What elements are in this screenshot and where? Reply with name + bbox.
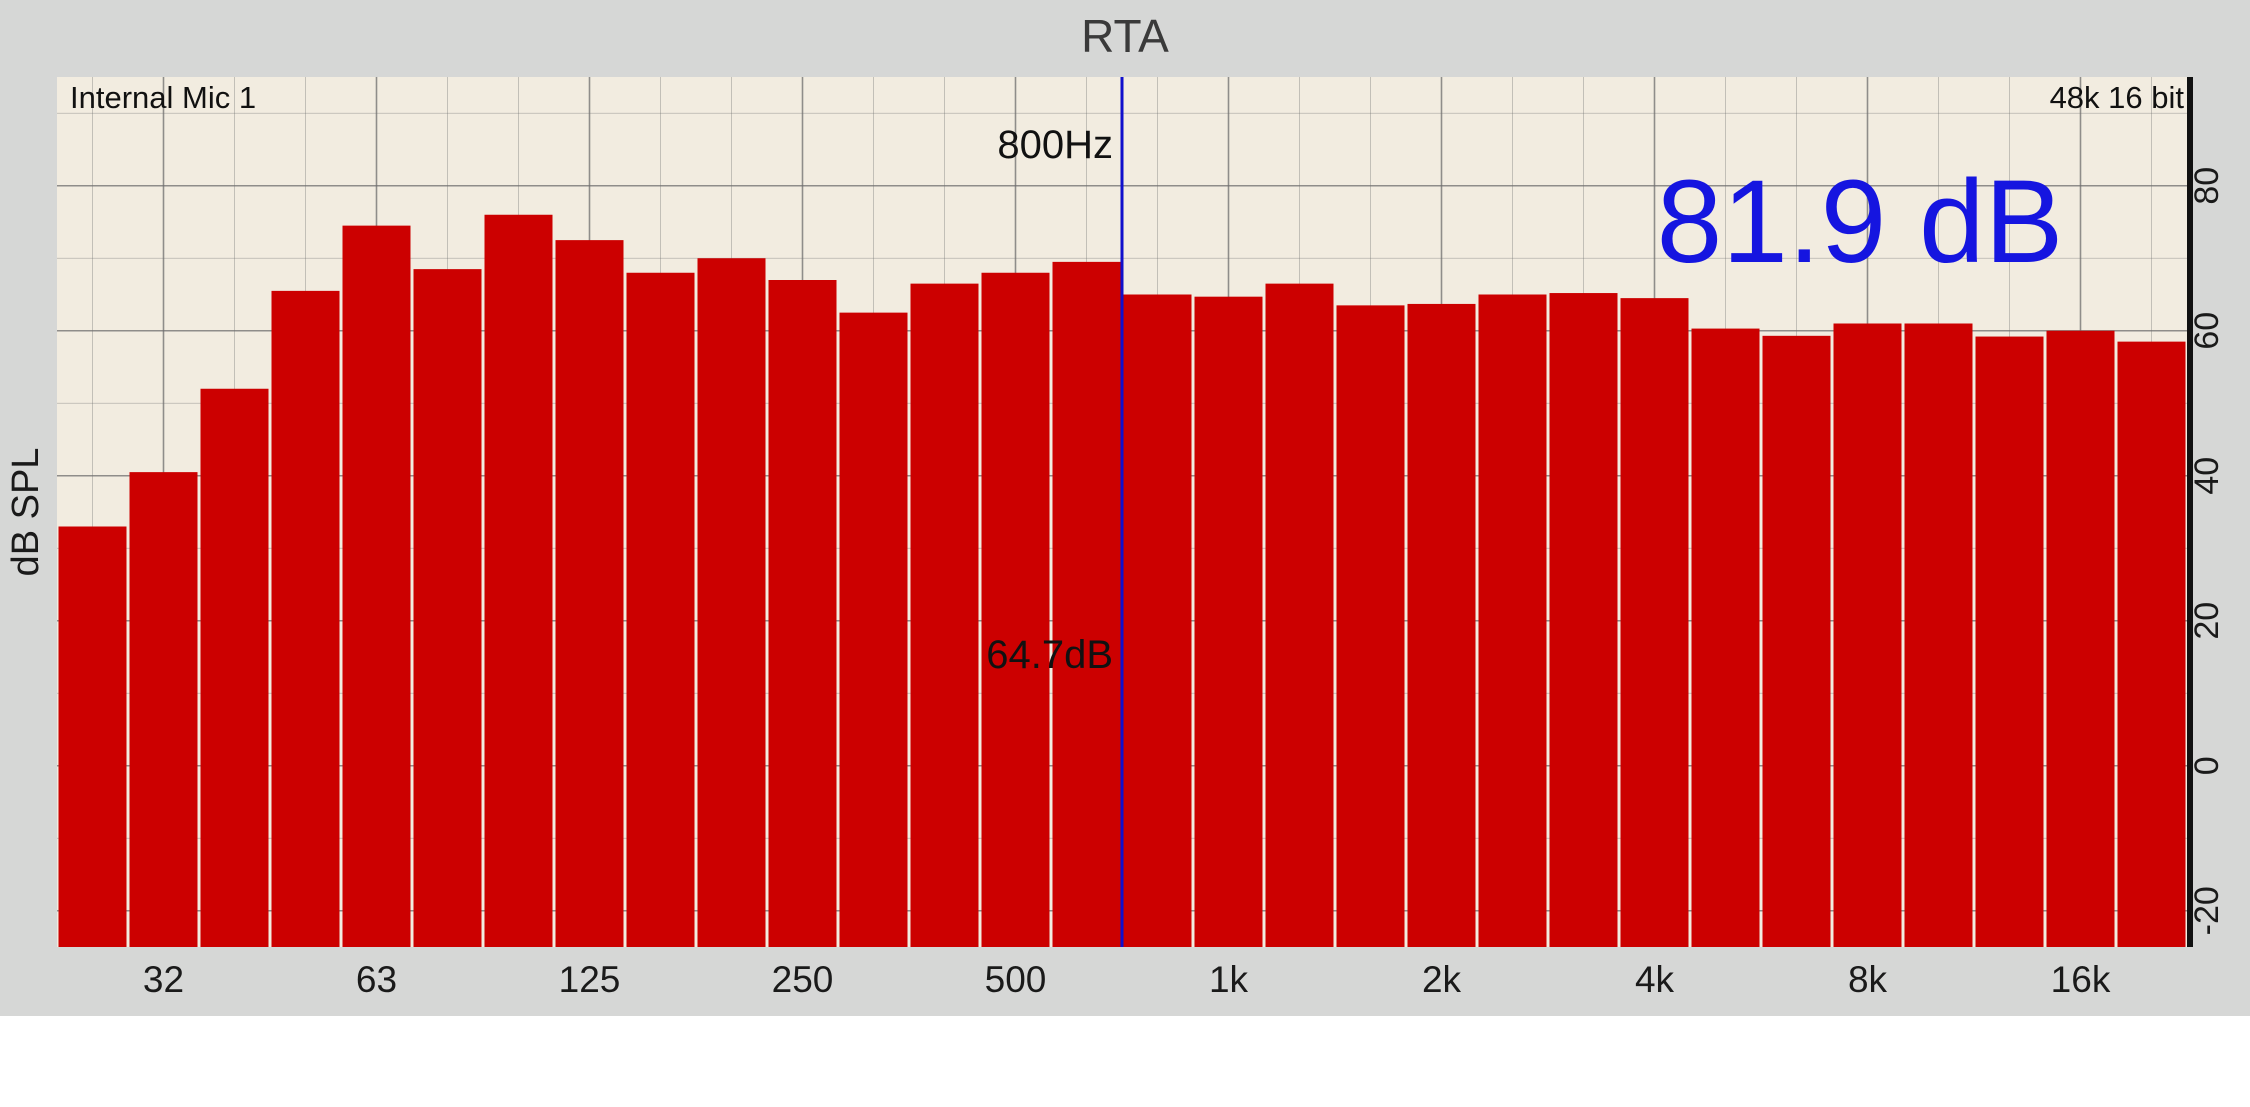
cursor-level-readout: 64.7dB	[986, 633, 1113, 677]
bar	[342, 225, 411, 947]
x-tick-label: 1k	[1209, 959, 1249, 1000]
x-tick-label: 8k	[1848, 959, 1888, 1000]
bar	[2046, 330, 2115, 947]
bar	[1194, 296, 1263, 947]
bar	[981, 272, 1050, 947]
bar	[484, 214, 553, 947]
sample-format-label[interactable]: 48k 16 bit	[2050, 80, 2185, 115]
chart-title: RTA	[1081, 10, 1169, 62]
cursor-frequency-readout: 800Hz	[997, 123, 1113, 167]
rta-chart: RTA -20 0 20 40 60 80 32 63 125 250 500 1k 2k 4k 8k 16…	[5, 10, 2226, 1000]
y-tick-label: 0	[2188, 756, 2226, 775]
bar	[1620, 298, 1689, 947]
bar	[1336, 305, 1405, 947]
bar	[1762, 335, 1831, 947]
bar	[2117, 341, 2186, 947]
bar	[1691, 328, 1760, 947]
bar	[1549, 293, 1618, 947]
y-tick-label: 80	[2188, 167, 2226, 205]
bar	[697, 258, 766, 947]
x-tick-label: 63	[356, 959, 397, 1000]
bar	[1833, 323, 1902, 947]
x-tick-label: 4k	[1635, 959, 1675, 1000]
right-axis-line	[2187, 77, 2193, 947]
overall-level-readout: 81.9 dB	[1657, 156, 2064, 288]
x-tick-label: 2k	[1422, 959, 1462, 1000]
bar	[1123, 294, 1192, 947]
bar	[1407, 303, 1476, 947]
x-axis-ticks: 32 63 125 250 500 1k 2k 4k 8k 16k	[143, 959, 2111, 1000]
bars	[58, 214, 2186, 947]
x-tick-label: 16k	[2051, 959, 2111, 1000]
bar	[1975, 336, 2044, 947]
rta-app: RTA -20 0 20 40 60 80 32 63 125 250 500 1k 2k 4k 8k 16…	[0, 0, 2250, 1016]
bar	[58, 526, 127, 947]
bar	[768, 280, 837, 947]
y-axis-ticks: -20 0 20 40 60 80	[2188, 167, 2226, 935]
x-tick-label: 125	[559, 959, 621, 1000]
bar	[1265, 283, 1334, 947]
bar	[1904, 323, 1973, 947]
x-tick-label: 250	[772, 959, 834, 1000]
y-tick-label: -20	[2188, 886, 2226, 935]
bar	[200, 388, 269, 947]
y-tick-label: 60	[2188, 312, 2226, 350]
y-axis-label: dB SPL	[5, 448, 47, 577]
bar	[271, 290, 340, 947]
bar	[910, 283, 979, 947]
bar	[1052, 261, 1121, 947]
bar	[1478, 294, 1547, 947]
bar	[129, 472, 198, 947]
y-tick-label: 40	[2188, 457, 2226, 495]
bar	[839, 312, 908, 947]
bar	[413, 269, 482, 947]
input-device-label[interactable]: Internal Mic 1	[70, 80, 256, 115]
y-tick-label: 20	[2188, 602, 2226, 640]
bar	[626, 272, 695, 947]
x-tick-label: 32	[143, 959, 184, 1000]
bar	[555, 240, 624, 947]
x-tick-label: 500	[985, 959, 1047, 1000]
